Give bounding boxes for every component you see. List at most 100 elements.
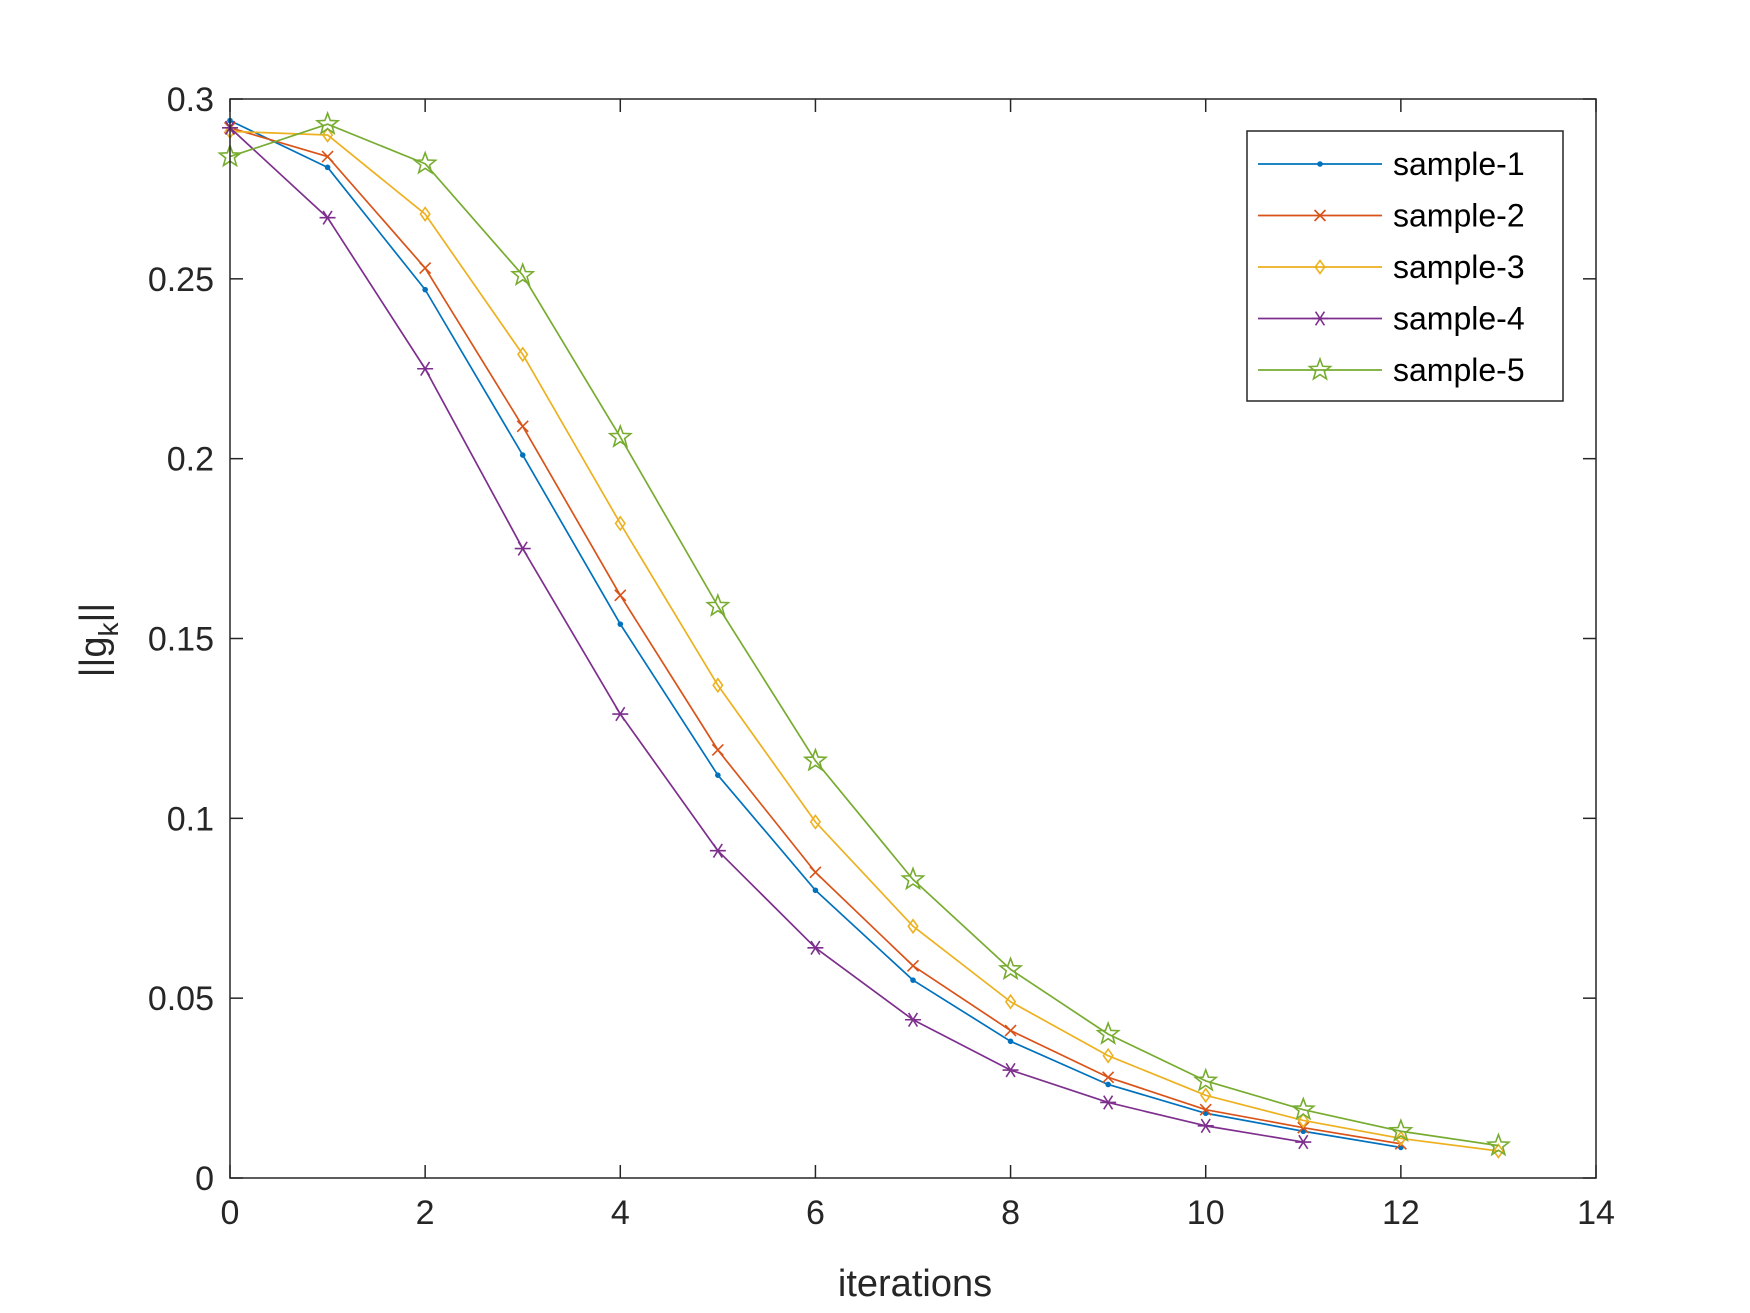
y-tick-label-0.05: 0.05 xyxy=(148,980,214,1018)
x-tick-label-14: 14 xyxy=(1577,1194,1615,1232)
data-point-sample-4-4 xyxy=(612,706,629,722)
data-point-sample-2-7 xyxy=(906,959,920,972)
legend-marker-sample-1-dot xyxy=(1317,161,1323,167)
data-point-sample-5-2 xyxy=(412,150,438,175)
legend-marker-sample-1 xyxy=(1317,161,1323,167)
data-point-sample-1-9 xyxy=(1105,1081,1111,1088)
legend-marker-sample-4 xyxy=(1312,311,1328,326)
data-point-sample-1-6-dot xyxy=(812,887,819,894)
legend-marker-sample-5-star xyxy=(1307,356,1333,381)
data-point-sample-5-13 xyxy=(1485,1132,1512,1157)
data-point-sample-2-5 xyxy=(711,743,724,757)
series-sample-5 xyxy=(217,110,1512,1157)
data-point-sample-3-7 xyxy=(907,918,919,935)
data-point-sample-4-3-asterisk xyxy=(514,541,531,556)
series-layer xyxy=(217,110,1512,1159)
data-point-sample-5-7 xyxy=(900,866,926,891)
data-point-sample-3-13 xyxy=(1492,1143,1505,1159)
legend-marker-sample-3-diamond xyxy=(1314,259,1326,275)
series-line-sample-4 xyxy=(229,127,1304,1143)
legend-label-sample-5: sample-5 xyxy=(1393,352,1525,388)
data-point-sample-5-7-star xyxy=(900,866,926,891)
data-point-sample-5-4 xyxy=(607,423,633,448)
data-point-sample-5-6-star xyxy=(802,747,829,772)
data-point-sample-1-1-dot xyxy=(324,164,331,171)
series-line-sample-3 xyxy=(229,130,1499,1152)
data-point-sample-1-6 xyxy=(812,887,819,894)
data-point-sample-4-5 xyxy=(709,843,726,858)
data-point-sample-4-9-asterisk xyxy=(1100,1095,1117,1110)
legend-entry-sample-5: sample-5 xyxy=(1258,352,1525,388)
data-point-sample-4-9 xyxy=(1100,1095,1117,1110)
data-point-sample-4-5-asterisk xyxy=(709,843,726,858)
data-point-sample-1-7-dot xyxy=(910,977,916,983)
data-point-sample-1-5-dot xyxy=(715,772,721,778)
data-point-sample-2-1-cross xyxy=(321,150,334,163)
data-point-sample-4-8-asterisk xyxy=(1002,1062,1019,1078)
data-point-sample-3-6 xyxy=(809,814,822,830)
data-point-sample-3-12-diamond xyxy=(1395,1130,1407,1147)
x-axis-title: iterations xyxy=(838,1263,992,1305)
legend: sample-1 sample-2 sample-3 sample-4 sample-5 xyxy=(1246,130,1564,402)
data-point-sample-2-5-cross xyxy=(711,743,724,757)
data-point-sample-3-3 xyxy=(517,346,529,363)
data-point-sample-3-4 xyxy=(614,515,626,532)
data-point-sample-2-1 xyxy=(321,150,334,163)
data-point-sample-5-4-star xyxy=(607,423,633,448)
data-point-sample-5-12 xyxy=(1388,1117,1414,1142)
axes-layer: 0 2 4 6 8 10 12 14 0 0.05 0.1 0.15 0.2 0.25 0.3 xyxy=(148,81,1615,1232)
y-axis-title: ||gk|| xyxy=(73,603,124,678)
data-point-sample-1-8 xyxy=(1007,1038,1014,1045)
y-axis-title-main: ||g xyxy=(73,636,115,677)
data-point-sample-3-11 xyxy=(1297,1112,1309,1129)
data-point-sample-5-8 xyxy=(997,956,1024,981)
data-point-sample-1-3 xyxy=(519,452,526,458)
x-tick-label-8: 8 xyxy=(1001,1194,1020,1232)
data-point-sample-5-9-star xyxy=(1095,1020,1121,1045)
legend-label-sample-4: sample-4 xyxy=(1393,301,1525,337)
y-tick-label-0.3: 0.3 xyxy=(167,81,214,119)
data-point-sample-5-1 xyxy=(314,110,341,135)
data-point-sample-4-10-asterisk xyxy=(1197,1118,1214,1134)
data-point-sample-4-11-asterisk xyxy=(1295,1134,1312,1150)
data-point-sample-2-8-cross xyxy=(1004,1024,1017,1037)
data-point-sample-5-1-star xyxy=(314,110,341,135)
data-point-sample-2-9 xyxy=(1102,1071,1115,1084)
data-point-sample-5-10 xyxy=(1193,1067,1219,1092)
data-point-sample-1-8-dot xyxy=(1007,1038,1014,1045)
data-point-sample-1-4 xyxy=(617,621,624,627)
y-tick-label-0.15: 0.15 xyxy=(148,621,214,659)
data-point-sample-2-10-cross xyxy=(1199,1103,1212,1116)
data-point-sample-5-3-star xyxy=(510,261,536,286)
data-point-sample-4-2-asterisk xyxy=(417,361,434,376)
data-point-sample-2-9-cross xyxy=(1102,1071,1115,1084)
data-point-sample-1-7 xyxy=(910,977,916,983)
data-point-sample-1-1 xyxy=(324,164,331,171)
x-tick-label-2: 2 xyxy=(416,1194,435,1232)
data-point-sample-4-11 xyxy=(1295,1134,1312,1150)
data-point-sample-5-13-star xyxy=(1485,1132,1512,1157)
x-tick-label-10: 10 xyxy=(1187,1194,1225,1232)
data-point-sample-3-7-diamond xyxy=(907,918,919,935)
data-point-sample-5-5 xyxy=(705,592,731,617)
data-point-sample-4-4-asterisk xyxy=(612,706,629,722)
data-point-sample-3-12 xyxy=(1395,1130,1407,1147)
legend-label-sample-1: sample-1 xyxy=(1393,146,1525,182)
data-point-sample-5-12-star xyxy=(1388,1117,1414,1142)
data-point-sample-5-5-star xyxy=(705,592,731,617)
legend-label-sample-2: sample-2 xyxy=(1393,198,1525,234)
data-point-sample-3-10-diamond xyxy=(1200,1087,1212,1104)
data-point-sample-2-6 xyxy=(809,866,822,879)
data-point-sample-4-7-asterisk xyxy=(905,1012,921,1027)
y-tick-label-0: 0 xyxy=(195,1160,214,1198)
data-point-sample-2-6-cross xyxy=(809,866,822,879)
data-point-sample-4-1-asterisk xyxy=(319,210,336,225)
data-point-sample-5-8-star xyxy=(997,956,1024,981)
data-point-sample-3-8-diamond xyxy=(1004,993,1017,1010)
legend-label-sample-3: sample-3 xyxy=(1393,249,1525,285)
data-point-sample-4-2 xyxy=(417,361,434,376)
y-axis-title-end: || xyxy=(73,603,115,623)
data-point-sample-5-6 xyxy=(802,747,829,772)
data-point-sample-4-7 xyxy=(905,1012,921,1027)
